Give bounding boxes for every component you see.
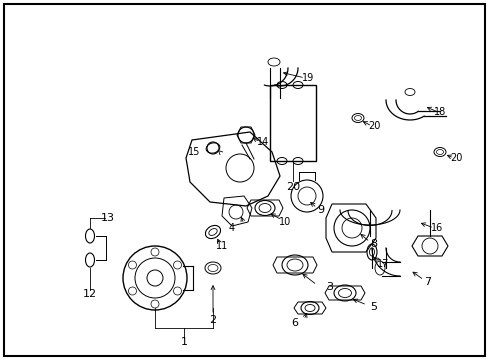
Text: 4: 4 — [228, 223, 235, 233]
Text: 17: 17 — [376, 259, 388, 269]
Text: 14: 14 — [256, 137, 268, 147]
Text: 15: 15 — [187, 147, 200, 157]
Text: 19: 19 — [301, 73, 313, 83]
Text: 8: 8 — [370, 239, 377, 249]
Text: 3: 3 — [326, 282, 333, 292]
Text: 12: 12 — [83, 289, 97, 299]
Text: 9: 9 — [317, 205, 324, 215]
Text: 11: 11 — [215, 241, 228, 251]
Text: 2: 2 — [209, 315, 216, 325]
Text: 5: 5 — [370, 302, 377, 312]
Text: 10: 10 — [278, 217, 290, 227]
Text: 7: 7 — [424, 277, 431, 287]
Text: 18: 18 — [433, 107, 445, 117]
Text: 20: 20 — [285, 182, 300, 192]
Text: 1: 1 — [180, 337, 187, 347]
Text: 20: 20 — [367, 121, 379, 131]
Text: 13: 13 — [101, 213, 115, 223]
Text: 16: 16 — [430, 223, 442, 233]
Text: 6: 6 — [291, 318, 298, 328]
Text: 20: 20 — [449, 153, 461, 163]
